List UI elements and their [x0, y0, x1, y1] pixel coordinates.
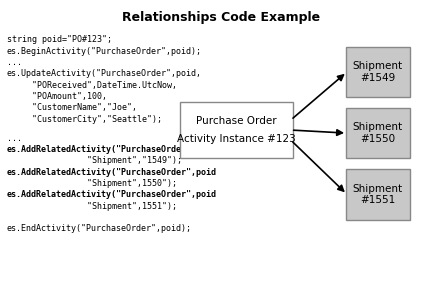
Text: string poid="PO#123";: string poid="PO#123";	[7, 35, 112, 44]
Text: "Shipment",1550");: "Shipment",1550");	[7, 179, 177, 188]
Text: ...: ...	[7, 134, 22, 143]
Text: Purchase Order: Purchase Order	[196, 117, 277, 126]
Text: ...: ...	[7, 58, 22, 67]
FancyBboxPatch shape	[180, 102, 293, 159]
Text: es.UpdateActivity("PurchaseOrder",poid,: es.UpdateActivity("PurchaseOrder",poid,	[7, 69, 202, 78]
Text: es.AddRelatedActivity("PurchaseOrder",poid: es.AddRelatedActivity("PurchaseOrder",po…	[7, 145, 217, 154]
Text: Activity Instance #123: Activity Instance #123	[177, 134, 296, 144]
Text: es.AddRelatedActivity("PurchaseOrder",poid: es.AddRelatedActivity("PurchaseOrder",po…	[7, 168, 217, 177]
FancyBboxPatch shape	[346, 108, 410, 159]
Text: Shipment
#1549: Shipment #1549	[353, 61, 403, 83]
Text: "Shipment",1551");: "Shipment",1551");	[7, 202, 177, 211]
Text: "POAmount",100,: "POAmount",100,	[7, 92, 107, 101]
Text: Shipment
#1550: Shipment #1550	[353, 122, 403, 144]
FancyBboxPatch shape	[346, 47, 410, 97]
Text: es.BeginActivity("PurchaseOrder",poid);: es.BeginActivity("PurchaseOrder",poid);	[7, 47, 202, 56]
FancyBboxPatch shape	[346, 169, 410, 220]
Text: "CustomerName","Joe",: "CustomerName","Joe",	[7, 103, 137, 112]
Text: "POReceived",DateTime.UtcNow,: "POReceived",DateTime.UtcNow,	[7, 80, 177, 90]
Text: "CustomerCity","Seattle");: "CustomerCity","Seattle");	[7, 114, 162, 124]
Text: Shipment
#1551: Shipment #1551	[353, 184, 403, 205]
Text: es.AddRelatedActivity("PurchaseOrder",poid: es.AddRelatedActivity("PurchaseOrder",po…	[7, 190, 217, 200]
Text: "Shipment","1549");: "Shipment","1549");	[7, 156, 182, 166]
Text: Relationships Code Example: Relationships Code Example	[122, 11, 320, 24]
Text: es.EndActivity("PurchaseOrder",poid);: es.EndActivity("PurchaseOrder",poid);	[7, 224, 192, 233]
